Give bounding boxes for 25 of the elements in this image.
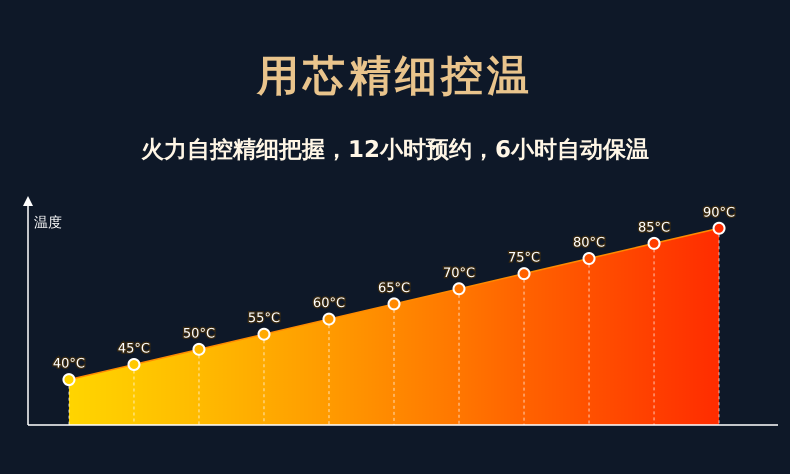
point: [518, 267, 531, 280]
data-label: 65°C: [378, 280, 410, 296]
data-label: 50°C: [182, 326, 216, 342]
point: [257, 328, 270, 341]
data-label: 45°C: [118, 341, 150, 356]
point: [192, 342, 206, 356]
data-label: 55°C: [248, 311, 280, 326]
data-label: 70°C: [442, 266, 476, 281]
point: [648, 236, 661, 250]
chart-title: 用芯精细控温: [256, 51, 533, 100]
point: [127, 358, 140, 371]
data-label: 80°C: [572, 236, 606, 251]
point: [582, 252, 596, 266]
data-label: 75°C: [508, 250, 540, 266]
data-label: 85°C: [638, 220, 670, 236]
data-label: 90°C: [702, 205, 736, 220]
y-axis-title: 温度: [34, 215, 62, 231]
data-label: 40°C: [52, 356, 86, 372]
data-label: 60°C: [312, 296, 346, 312]
chart-subtitle: 火力自控精细把握，12小时预约，6小时自动保温: [140, 137, 650, 163]
point: [452, 282, 466, 296]
point: [322, 312, 336, 326]
point: [388, 297, 400, 310]
point: [712, 222, 726, 235]
point: [62, 373, 76, 386]
